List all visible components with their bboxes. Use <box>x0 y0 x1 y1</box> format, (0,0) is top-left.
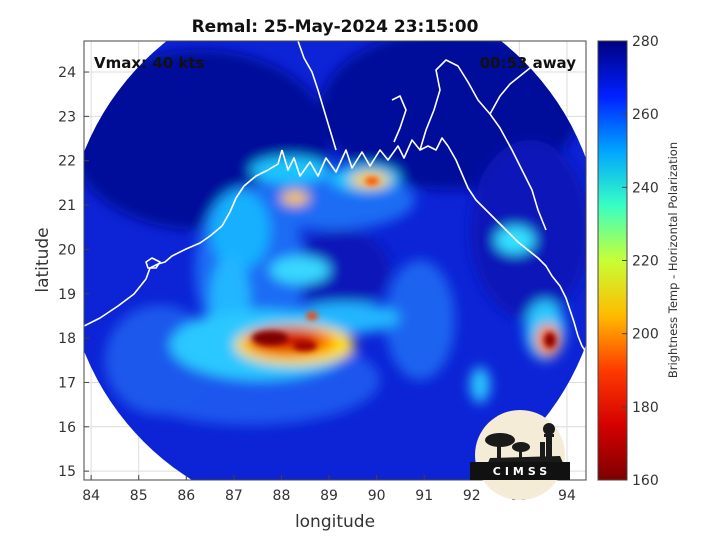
colorbar-tick-label: 280 <box>632 34 659 50</box>
x-tick-label: 86 <box>177 488 195 504</box>
x-tick-label: 91 <box>415 488 433 504</box>
colorbar-label: Brightness Temp - Horizontal Polarizatio… <box>666 142 680 378</box>
y-tick-label: 20 <box>58 242 76 258</box>
colorbar-tick-label: 160 <box>632 473 659 489</box>
cimss-logo: CIMSS <box>470 410 570 500</box>
axes-frame <box>83 40 587 481</box>
y-tick-label: 19 <box>58 287 76 303</box>
border-north <box>297 41 337 151</box>
swath-cores <box>252 177 556 351</box>
y-tick-label: 15 <box>58 464 76 480</box>
bangladesh-coastline <box>281 137 449 177</box>
chart-title: Remal: 25-May-2024 23:15:00 <box>192 17 479 37</box>
x-tick-label: 92 <box>463 488 481 504</box>
coast-lake-ring <box>145 257 161 269</box>
x-tick-label: 84 <box>82 488 100 504</box>
x-tick-label: 85 <box>130 488 148 504</box>
x-tick-label: 89 <box>320 488 338 504</box>
x-tick-label: 90 <box>368 488 386 504</box>
x-tick-label: 88 <box>273 488 291 504</box>
x-tick-label: 87 <box>225 488 243 504</box>
y-tick-label: 21 <box>58 198 76 214</box>
colorbar-tick-label: 260 <box>632 107 659 123</box>
border-east <box>419 59 547 231</box>
swath-blobs <box>84 41 586 425</box>
y-tick-label: 22 <box>58 154 76 170</box>
vmax-label: Vmax: 40 kts <box>94 54 204 72</box>
logo-band <box>470 462 570 480</box>
border-interior <box>391 95 407 143</box>
coastlines <box>84 41 586 353</box>
y-tick-label: 23 <box>58 109 76 125</box>
y-axis-ticks: 15 16 17 18 19 20 21 22 23 24 <box>58 65 89 480</box>
logo-text: CIMSS <box>493 465 551 478</box>
y-tick-label: 18 <box>58 331 76 347</box>
colorbar-tick-label: 200 <box>632 327 659 343</box>
y-tick-label: 16 <box>58 420 76 436</box>
colorbar-ticks: 160 180 200 220 240 260 280 <box>622 34 659 489</box>
colorbar-tick-label: 240 <box>632 180 659 196</box>
x-tick-label: 94 <box>558 488 576 504</box>
y-axis-label: latitude <box>33 227 53 292</box>
y-tick-label: 17 <box>58 375 76 391</box>
time-away-label: 00:53 away <box>480 54 577 72</box>
colorbar-tick-label: 220 <box>632 254 659 270</box>
x-axis-label: longitude <box>295 512 375 532</box>
border-east-outer <box>489 43 561 115</box>
y-tick-label: 24 <box>58 65 76 81</box>
myanmar-coastline <box>447 145 586 353</box>
colorbar-tick-label: 180 <box>632 400 659 416</box>
india-coastline <box>84 149 283 327</box>
